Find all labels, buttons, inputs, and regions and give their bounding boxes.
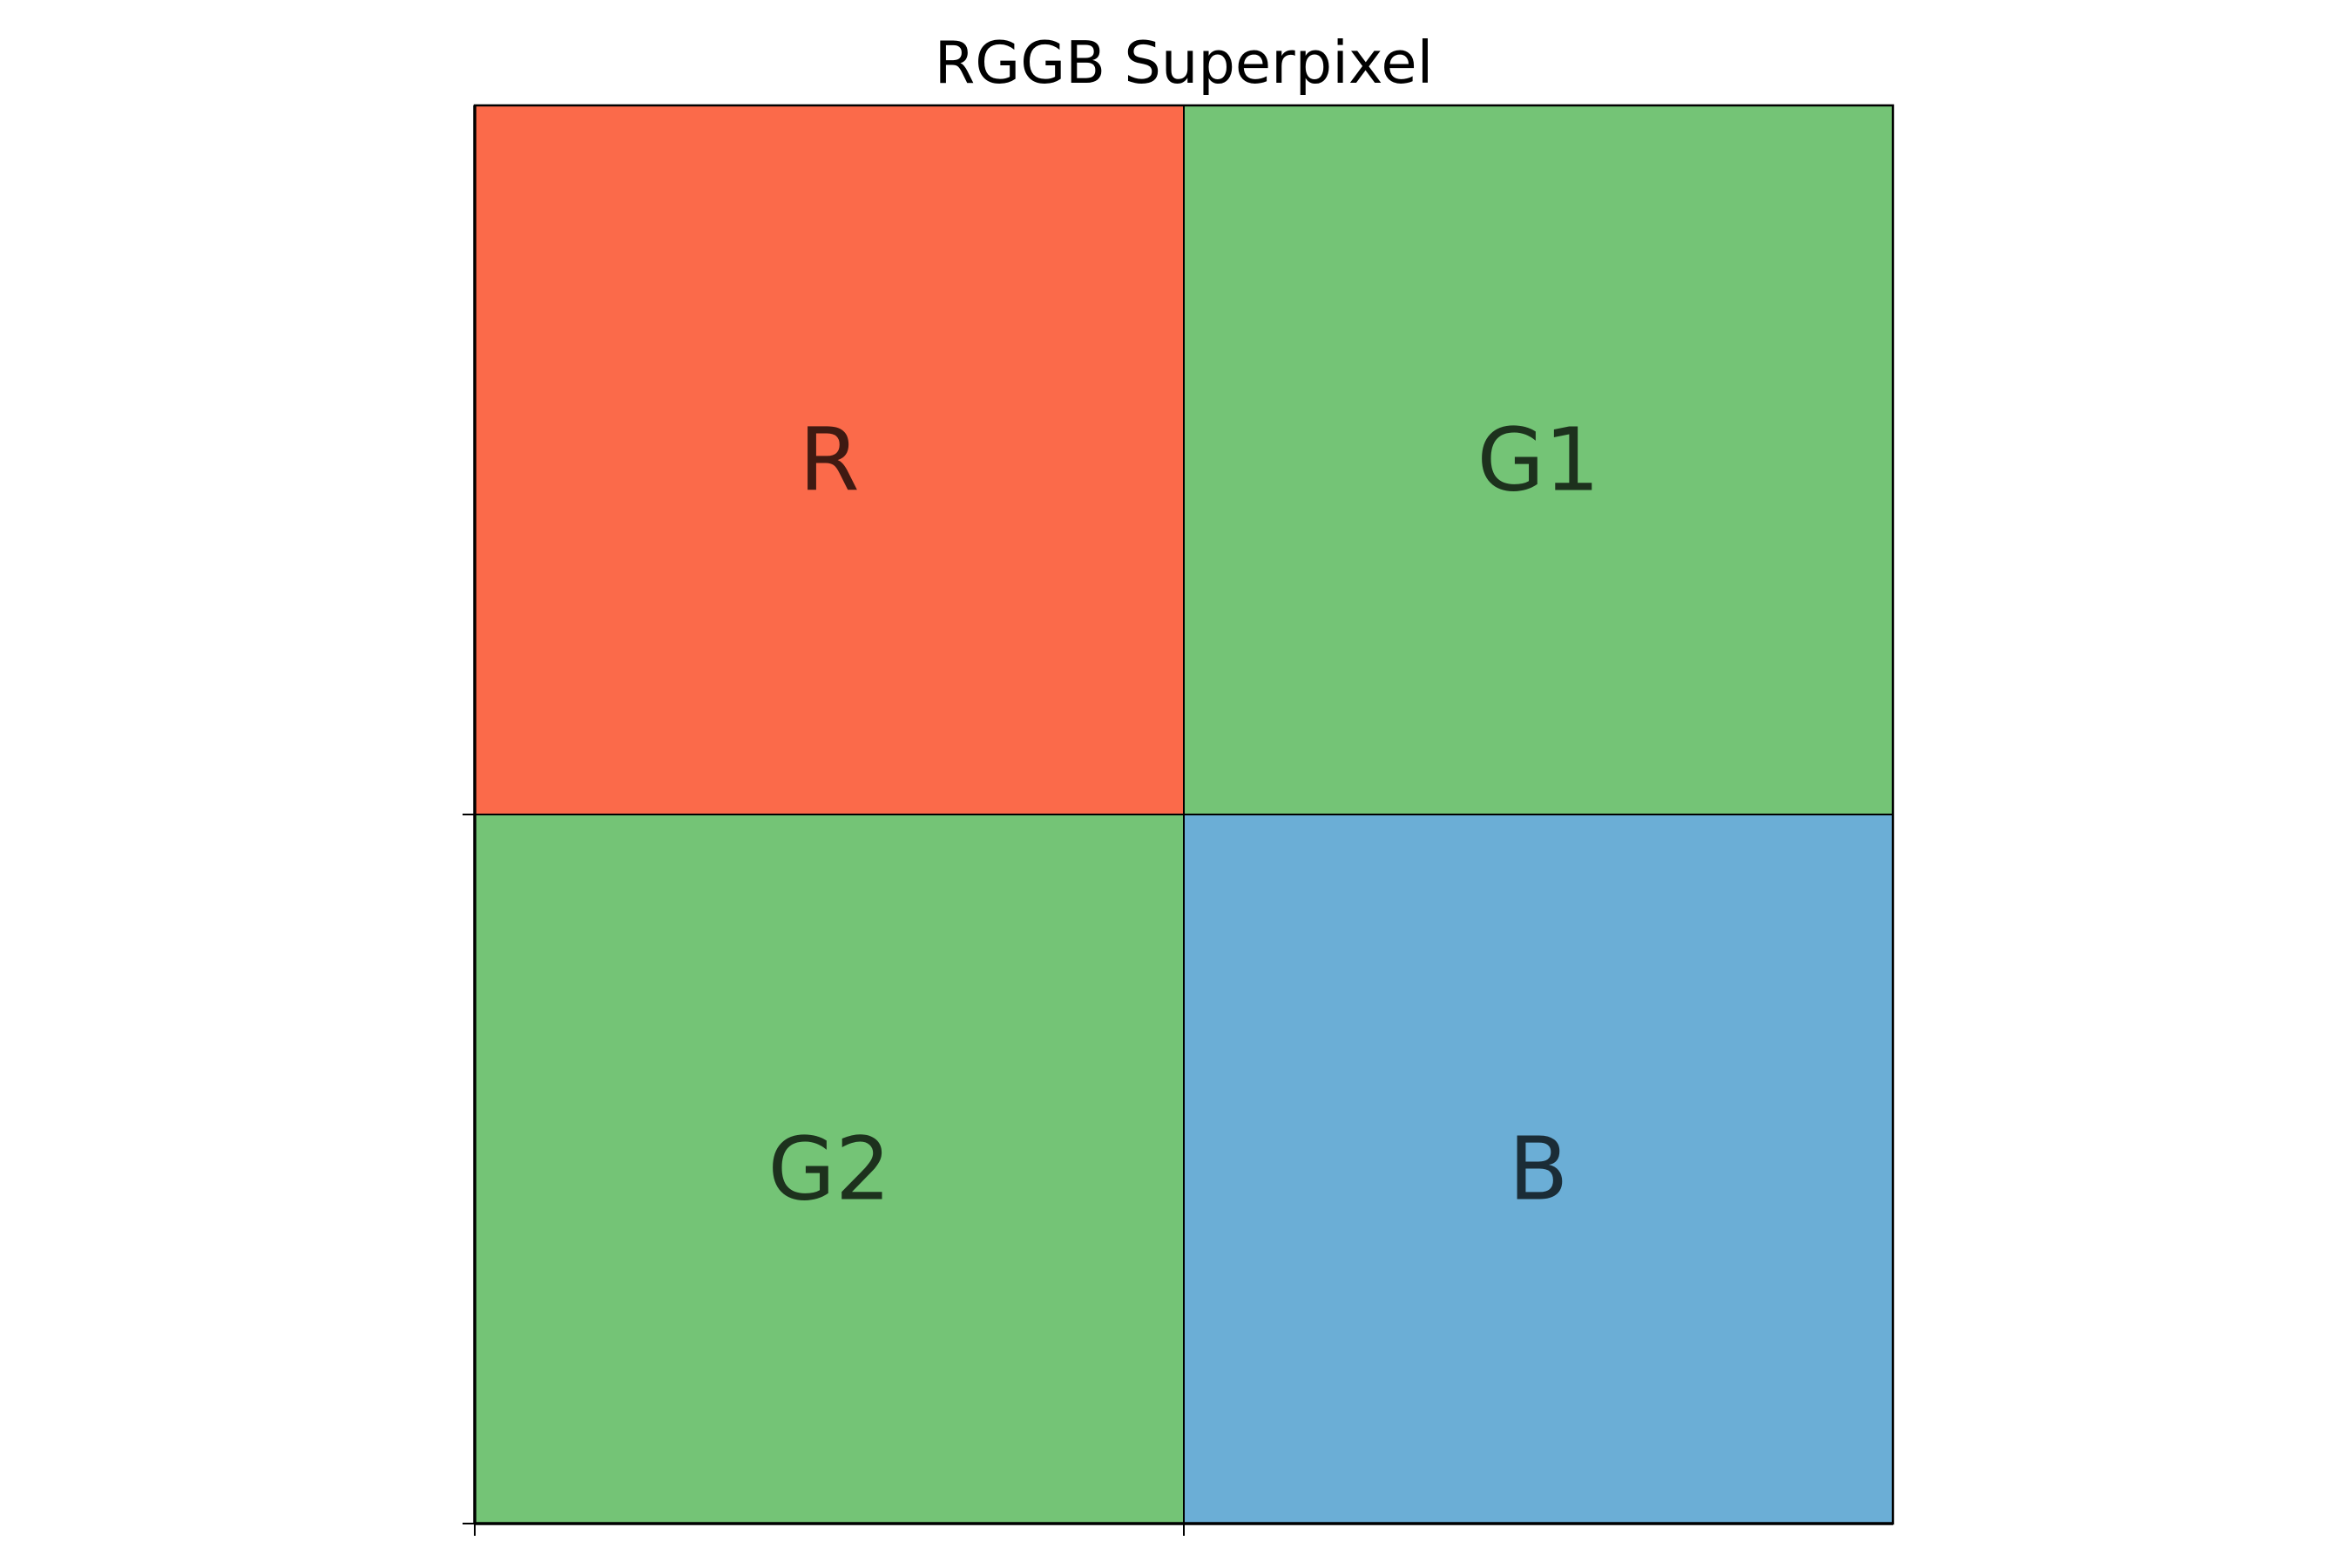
pixel-grid: R G1 G2 B — [474, 105, 1894, 1524]
cell-g2 — [474, 814, 1185, 1524]
cell-label-g1: G1 — [1477, 409, 1599, 511]
cell-label-b: B — [1509, 1119, 1569, 1220]
cell-b — [1183, 814, 1894, 1524]
cell-r — [474, 105, 1185, 815]
diagram-title: RGGB Superpixel — [935, 29, 1434, 97]
cell-g1 — [1183, 105, 1894, 815]
cell-label-r: R — [799, 409, 859, 511]
axes-frame — [463, 104, 1895, 1536]
cell-label-g2: G2 — [767, 1119, 890, 1220]
